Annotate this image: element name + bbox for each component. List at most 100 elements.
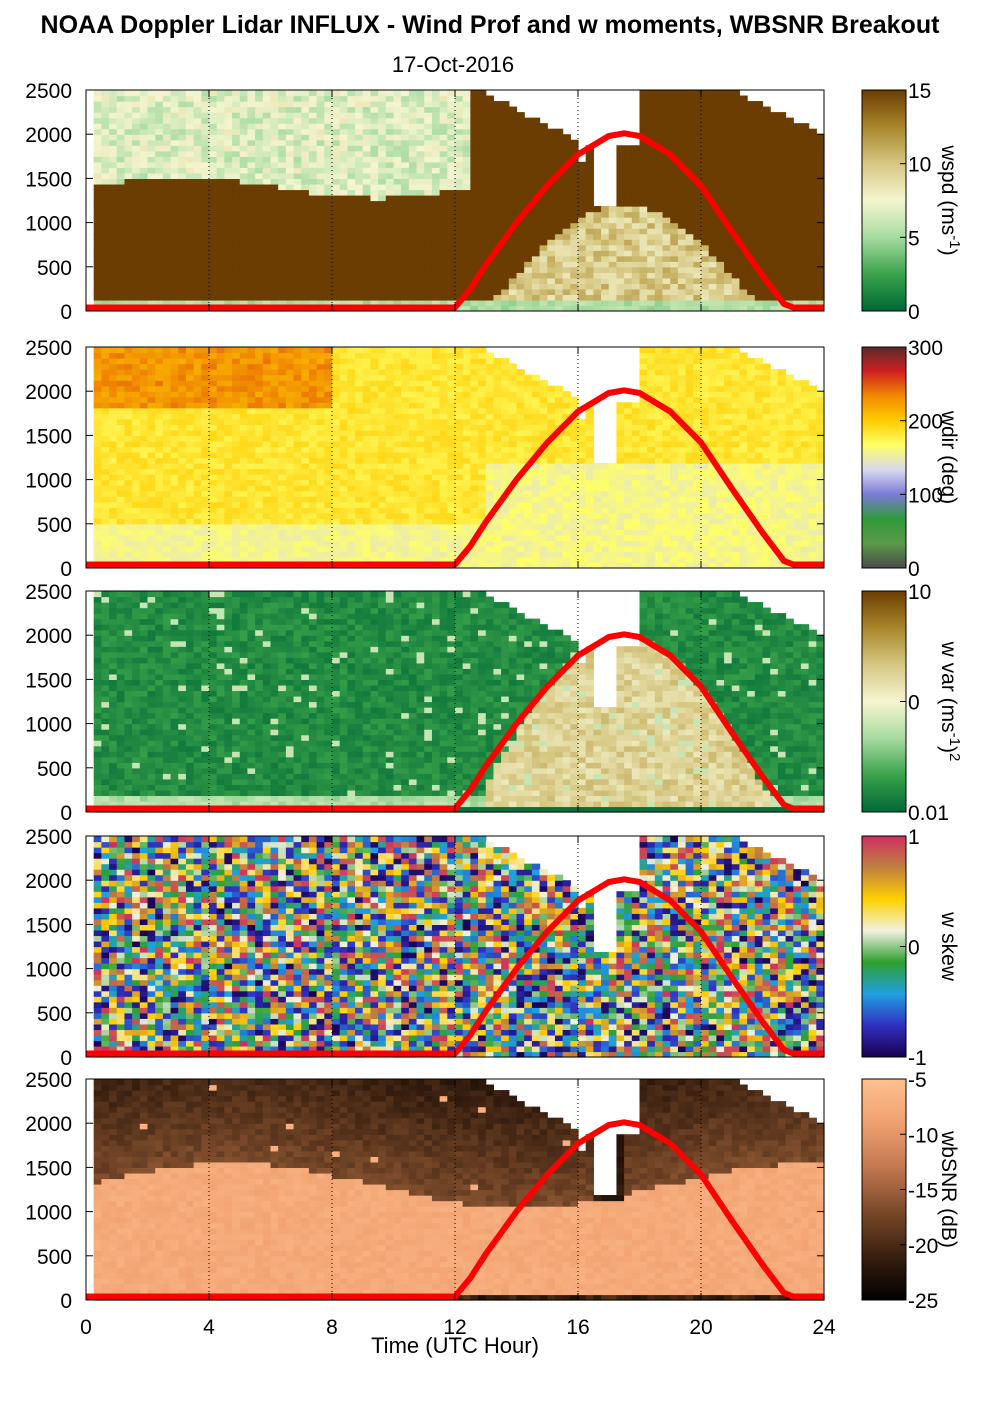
heatmap-cell (224, 106, 233, 113)
heatmap-cell (431, 261, 441, 268)
heatmap-cell (216, 250, 225, 257)
heatmap-cell (170, 106, 179, 113)
heatmap-cell (800, 299, 810, 307)
heatmap-cell (239, 457, 249, 464)
heatmap-cell (455, 101, 464, 108)
heatmap-cell (155, 347, 164, 354)
heatmap-cell (493, 134, 502, 141)
heatmap-cell (631, 244, 641, 251)
heatmap-cell (785, 244, 794, 251)
heatmap-cell (155, 128, 164, 135)
heatmap-cell (547, 183, 556, 191)
heatmap-cell (193, 435, 202, 442)
heatmap-cell (447, 266, 456, 273)
heatmap-cell (124, 150, 133, 157)
heatmap-cell (155, 540, 164, 547)
heatmap-cell (716, 134, 725, 141)
heatmap-cell (485, 294, 495, 301)
heatmap-cell (816, 244, 825, 251)
heatmap-cell (139, 106, 149, 113)
heatmap-cell (593, 266, 602, 273)
heatmap-cell (93, 529, 102, 536)
heatmap-cell (731, 272, 741, 279)
heatmap-cell (570, 222, 579, 229)
heatmap-cell (624, 200, 633, 207)
heatmap-cell (716, 305, 725, 312)
heatmap-cell (332, 545, 341, 553)
heatmap-cell (239, 501, 249, 508)
colorbar-label: wspd (ms-1) (937, 144, 963, 255)
heatmap-cell (232, 178, 241, 185)
heatmap-cell (201, 529, 210, 536)
heatmap-cell (347, 217, 356, 224)
heatmap-cell (431, 277, 441, 284)
heatmap-cell (185, 501, 195, 508)
heatmap-cell (531, 261, 541, 268)
heatmap-cell (247, 529, 256, 536)
heatmap-cell (216, 222, 225, 229)
heatmap-cell (439, 172, 448, 180)
heatmap-cell (285, 347, 295, 354)
heatmap-cell (554, 305, 564, 312)
heatmap-cell (662, 283, 671, 290)
heatmap-cell (332, 347, 341, 354)
heatmap-cell (147, 250, 156, 257)
heatmap-cell (193, 239, 202, 246)
heatmap-cell (647, 194, 656, 202)
heatmap-cell (293, 206, 302, 213)
heatmap-cell (339, 161, 348, 168)
heatmap-cell (654, 277, 664, 284)
heatmap-cell (578, 178, 587, 185)
heatmap-cell (524, 172, 533, 180)
heatmap-cell (224, 117, 233, 124)
heatmap-cell (347, 266, 356, 273)
heatmap-cell (285, 288, 295, 296)
heatmap-cell (777, 134, 787, 141)
heatmap-cell (116, 217, 126, 224)
heatmap-cell (293, 385, 302, 392)
heatmap-cell (285, 463, 295, 470)
heatmap-cell (762, 161, 771, 168)
heatmap-cell (416, 95, 425, 102)
heatmap-cell (455, 128, 464, 135)
heatmap-cell (324, 523, 333, 530)
heatmap-cell (401, 272, 410, 279)
heatmap-cell (416, 239, 425, 246)
heatmap-cell (247, 178, 256, 185)
heatmap-cell (232, 424, 241, 431)
heatmap-cell (262, 468, 272, 475)
heatmap-cell (247, 523, 256, 530)
heatmap-cell (393, 178, 402, 185)
heatmap-cell (777, 117, 787, 124)
heatmap-cell (101, 391, 110, 398)
heatmap-cell (547, 283, 556, 290)
heatmap-cell (662, 161, 671, 168)
heatmap-cell (316, 150, 325, 157)
heatmap-cell (293, 490, 302, 497)
heatmap-cell (209, 556, 218, 564)
heatmap-cell (209, 374, 218, 381)
heatmap-cell (232, 134, 241, 141)
heatmap-cell (401, 211, 410, 218)
heatmap-cell (401, 222, 410, 229)
heatmap-cell (293, 167, 302, 174)
heatmap-cell (708, 211, 717, 218)
heatmap-cell (147, 228, 156, 235)
heatmap-cell (239, 156, 249, 163)
heatmap-cell (762, 128, 771, 135)
heatmap-cell (793, 139, 802, 146)
heatmap-cell (247, 479, 256, 486)
heatmap-cell (685, 272, 694, 279)
heatmap-cell (270, 200, 279, 207)
heatmap-cell (393, 172, 402, 180)
heatmap-cell (316, 518, 325, 525)
heatmap-cell (431, 255, 441, 262)
heatmap-cell (270, 283, 279, 290)
heatmap-cell (754, 244, 764, 251)
heatmap-cell (493, 239, 502, 246)
heatmap-cell (239, 435, 249, 442)
heatmap-cell (585, 222, 594, 229)
heatmap-cell (793, 283, 802, 290)
heatmap-cell (455, 200, 464, 207)
heatmap-cell (316, 244, 325, 251)
